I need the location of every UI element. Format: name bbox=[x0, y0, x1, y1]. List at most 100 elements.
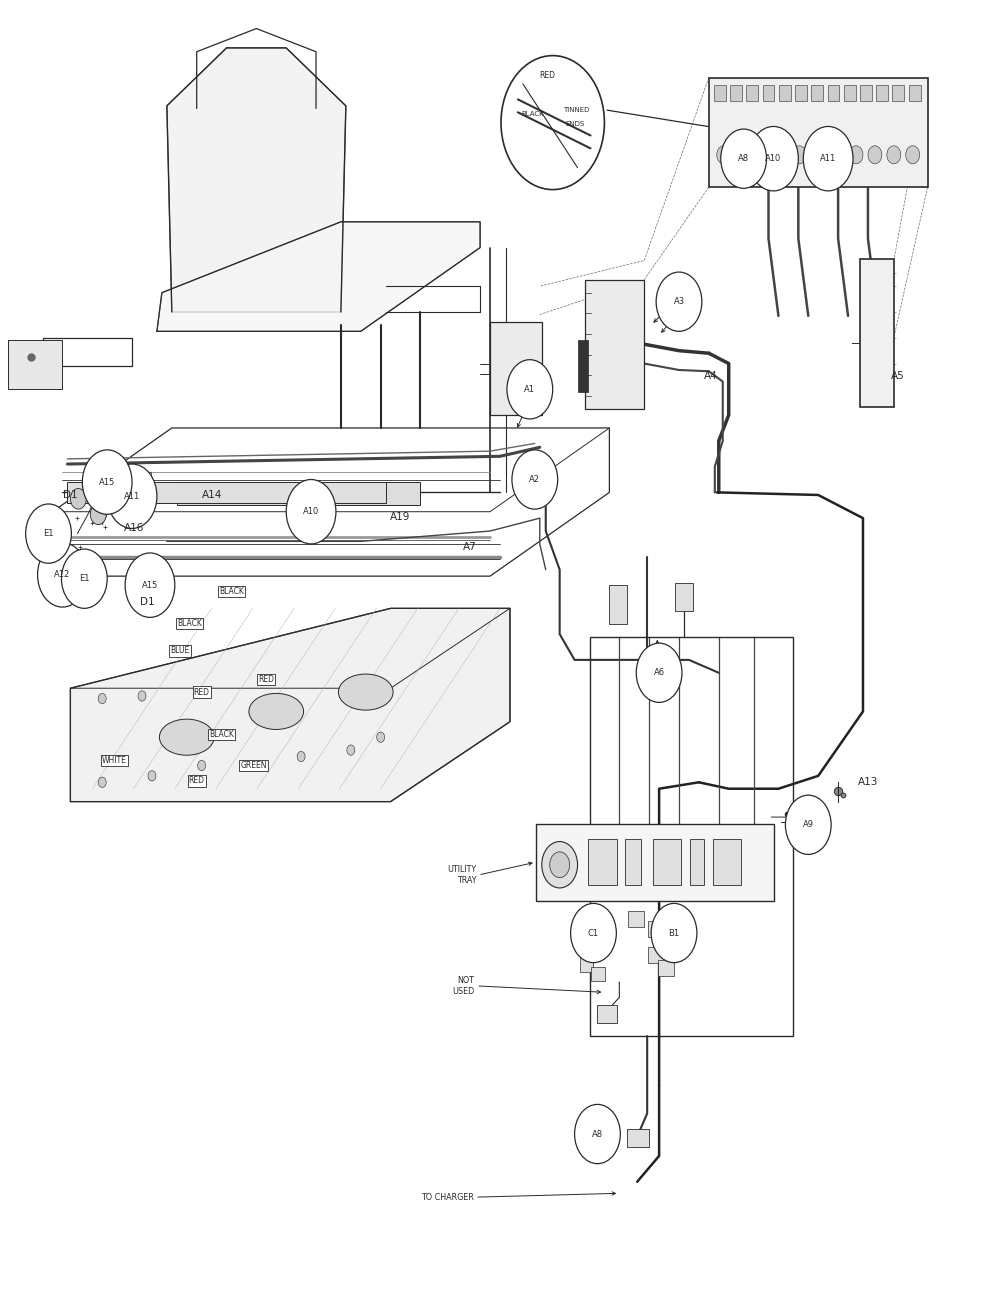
Bar bbox=[627, 1128, 649, 1146]
Bar bbox=[844, 85, 856, 101]
Text: A5: A5 bbox=[891, 371, 905, 382]
Bar bbox=[625, 839, 641, 885]
Bar bbox=[668, 927, 684, 942]
Circle shape bbox=[749, 127, 798, 192]
Circle shape bbox=[70, 489, 86, 509]
Bar bbox=[709, 78, 928, 188]
Bar bbox=[628, 911, 644, 927]
Text: WHITE: WHITE bbox=[102, 756, 127, 765]
Polygon shape bbox=[70, 608, 510, 801]
Bar bbox=[811, 85, 823, 101]
Bar bbox=[597, 1005, 617, 1024]
Bar bbox=[876, 85, 888, 101]
Text: NOT
USED: NOT USED bbox=[452, 976, 474, 996]
Bar bbox=[578, 340, 588, 392]
Bar bbox=[177, 483, 420, 505]
Circle shape bbox=[830, 146, 844, 164]
Text: A9: A9 bbox=[803, 820, 814, 829]
Circle shape bbox=[811, 146, 825, 164]
Circle shape bbox=[773, 146, 787, 164]
Circle shape bbox=[98, 694, 106, 704]
Bar bbox=[8, 340, 62, 389]
Circle shape bbox=[507, 360, 553, 419]
Polygon shape bbox=[157, 221, 480, 331]
Text: RED: RED bbox=[258, 674, 274, 683]
Text: A8: A8 bbox=[592, 1130, 603, 1139]
Bar bbox=[828, 85, 839, 101]
Text: UTILITY
TRAY: UTILITY TRAY bbox=[447, 864, 476, 885]
Circle shape bbox=[125, 553, 175, 617]
Text: A11: A11 bbox=[820, 154, 836, 163]
Circle shape bbox=[717, 146, 731, 164]
Circle shape bbox=[656, 272, 702, 331]
Text: BLUE: BLUE bbox=[170, 647, 189, 655]
Bar bbox=[860, 259, 894, 408]
Ellipse shape bbox=[338, 674, 393, 710]
Bar bbox=[580, 958, 593, 972]
Circle shape bbox=[721, 129, 767, 189]
Bar bbox=[690, 839, 704, 885]
Bar bbox=[653, 839, 681, 885]
Bar bbox=[714, 85, 726, 101]
Text: BLACK: BLACK bbox=[219, 587, 244, 597]
Circle shape bbox=[61, 549, 107, 608]
Text: A15: A15 bbox=[99, 477, 115, 487]
Bar bbox=[118, 477, 132, 490]
Bar bbox=[648, 921, 664, 937]
Text: A6: A6 bbox=[654, 668, 665, 677]
Bar bbox=[588, 839, 617, 885]
Text: RED: RED bbox=[194, 687, 210, 696]
Text: A3: A3 bbox=[673, 298, 685, 307]
Text: ENDS: ENDS bbox=[566, 122, 585, 128]
Circle shape bbox=[286, 480, 336, 543]
Text: A7: A7 bbox=[463, 541, 477, 551]
Bar bbox=[585, 280, 644, 409]
Circle shape bbox=[868, 146, 882, 164]
Text: BLACK: BLACK bbox=[209, 730, 234, 739]
Text: RED: RED bbox=[189, 776, 205, 785]
Circle shape bbox=[651, 903, 697, 963]
Bar bbox=[648, 947, 664, 963]
Text: A2: A2 bbox=[529, 475, 540, 484]
Text: BLACK: BLACK bbox=[177, 620, 202, 629]
Text: GREEN: GREEN bbox=[240, 761, 267, 770]
Bar bbox=[909, 85, 921, 101]
Bar bbox=[675, 582, 693, 611]
Circle shape bbox=[792, 146, 806, 164]
Text: A8: A8 bbox=[738, 154, 749, 163]
Text: RED: RED bbox=[540, 70, 556, 79]
Circle shape bbox=[38, 542, 87, 607]
Text: TO CHARGER: TO CHARGER bbox=[421, 1193, 474, 1202]
Bar bbox=[746, 85, 758, 101]
Ellipse shape bbox=[159, 719, 214, 756]
Text: D1: D1 bbox=[140, 597, 154, 607]
Text: A16: A16 bbox=[124, 524, 144, 533]
Circle shape bbox=[736, 146, 750, 164]
Bar bbox=[763, 85, 774, 101]
Ellipse shape bbox=[249, 694, 304, 730]
Circle shape bbox=[138, 691, 146, 701]
Text: B1: B1 bbox=[668, 929, 680, 938]
Circle shape bbox=[297, 752, 305, 762]
Text: BLACK: BLACK bbox=[521, 111, 544, 118]
Circle shape bbox=[198, 761, 206, 771]
Circle shape bbox=[90, 503, 106, 524]
Bar bbox=[892, 85, 904, 101]
Circle shape bbox=[26, 503, 71, 563]
Circle shape bbox=[636, 643, 682, 703]
Circle shape bbox=[803, 127, 853, 192]
Bar bbox=[591, 967, 605, 981]
Circle shape bbox=[755, 146, 769, 164]
Bar bbox=[590, 637, 793, 1036]
Text: C1: C1 bbox=[588, 929, 599, 938]
Bar bbox=[490, 322, 542, 415]
Text: A12: A12 bbox=[54, 571, 71, 580]
Circle shape bbox=[550, 851, 570, 877]
Text: A19: A19 bbox=[390, 512, 411, 521]
Bar bbox=[609, 585, 627, 624]
Polygon shape bbox=[167, 48, 346, 312]
Text: E1: E1 bbox=[43, 529, 54, 538]
Circle shape bbox=[98, 778, 106, 788]
Text: A15: A15 bbox=[142, 581, 158, 590]
Circle shape bbox=[107, 465, 157, 528]
